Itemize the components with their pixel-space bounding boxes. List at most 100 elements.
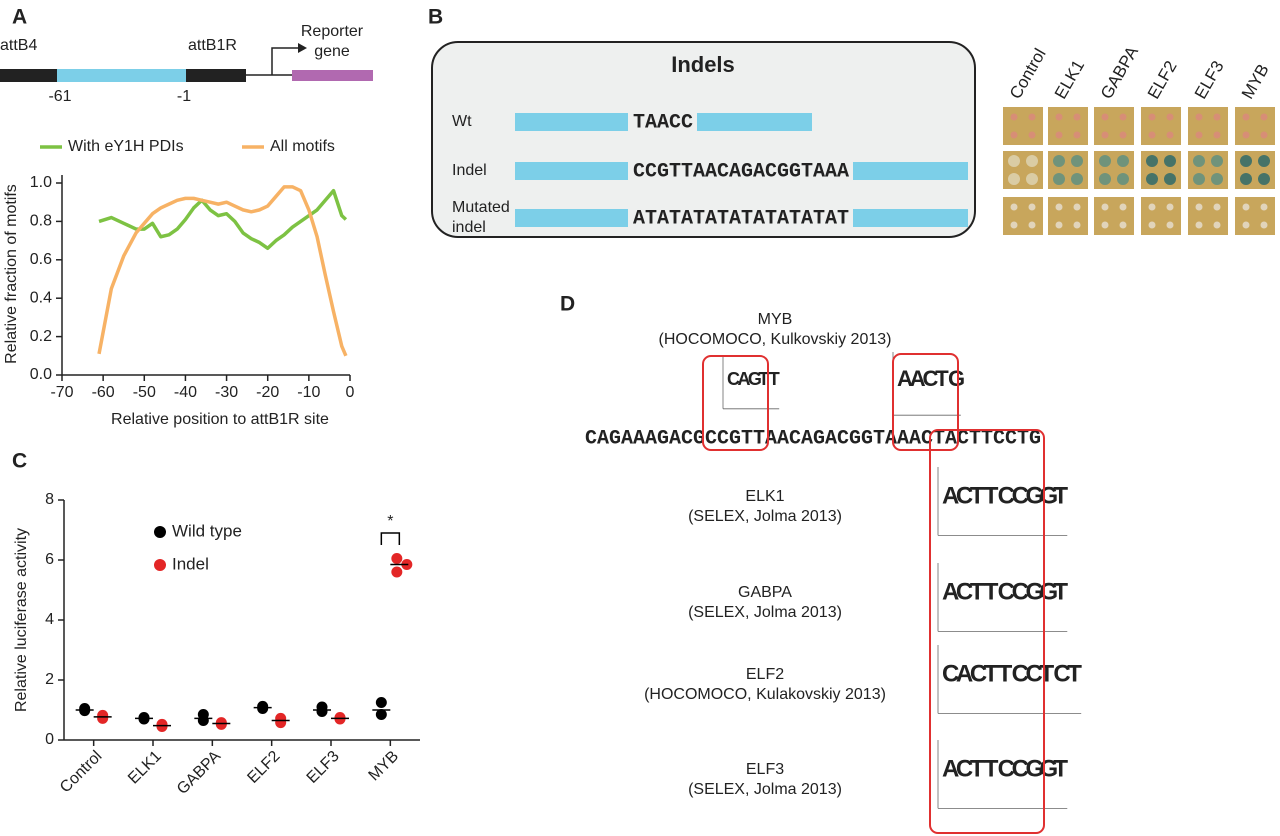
data-point: [275, 717, 287, 729]
yeast-spot: [1010, 203, 1018, 211]
data-point: [391, 566, 403, 578]
yeast-spot: [1148, 131, 1156, 139]
motif-source: (HOCOMOCO, Kulkovskiy 2013): [659, 331, 892, 348]
yeast-plate: [1048, 197, 1088, 235]
x-tick-label: Control: [57, 748, 106, 797]
yeast-spot: [1242, 203, 1250, 211]
x-tick-label: -40: [174, 384, 197, 401]
logo-letter: T: [970, 755, 985, 782]
motif-name: ELK1: [745, 488, 784, 505]
yeast-spot: [1026, 173, 1038, 185]
yeast-spot: [1119, 203, 1127, 211]
yeast-spot: [1008, 173, 1020, 185]
yeast-spot: [1166, 221, 1174, 229]
logo-letter: T: [758, 369, 769, 389]
yeast-spot: [1099, 173, 1111, 185]
reporter-block: [292, 70, 373, 81]
logo-letter: G: [748, 369, 762, 389]
row-sequence: TAACC: [633, 111, 693, 134]
yeast-spot: [1073, 203, 1081, 211]
yeast-spot: [1055, 221, 1063, 229]
yeast-spot: [1101, 131, 1109, 139]
yeast-spot: [1010, 221, 1018, 229]
yeast-spot: [1148, 113, 1156, 121]
motif-source: (SELEX, Jolma 2013): [688, 604, 842, 621]
y-tick-label: 0: [45, 731, 54, 748]
yeast-spot: [1195, 131, 1203, 139]
yeast-plate: [1141, 107, 1181, 145]
panel-letter: B: [428, 6, 443, 29]
logo-letter: A: [910, 366, 926, 391]
logo-letter: T: [1053, 578, 1068, 605]
yeast-spot: [1213, 131, 1221, 139]
x-tick-label: MYB: [366, 748, 403, 785]
yeast-spot: [1195, 203, 1203, 211]
logo-letter: C: [956, 755, 973, 782]
data-point: [156, 721, 168, 732]
yeast-spot: [1242, 113, 1250, 121]
y-tick-label: 0.8: [30, 213, 52, 230]
logo-letter: A: [942, 578, 959, 605]
column-label: ELK1: [1051, 57, 1088, 103]
attb4-block: [0, 69, 57, 82]
y-tick-label: 0.2: [30, 328, 52, 345]
legend-label: Indel: [172, 554, 209, 573]
yeast-spot: [1258, 173, 1270, 185]
y-tick-label: 8: [45, 491, 54, 508]
data-point: [257, 703, 269, 714]
data-point: [197, 715, 209, 726]
yeast-spot: [1148, 203, 1156, 211]
yeast-spot: [1195, 221, 1203, 229]
position-label: -61: [48, 88, 71, 105]
yeast-spot: [1073, 221, 1081, 229]
logo-letter: T: [1067, 660, 1082, 687]
x-tick-label: -50: [133, 384, 156, 401]
yeast-spot: [1028, 203, 1036, 211]
row-sequence: ATATATATATATATATAT: [633, 207, 849, 230]
yeast-spot: [1053, 155, 1065, 167]
construct-diagram: attB4 attB1R Reporter gene -61 -1: [0, 23, 373, 105]
yeast-spot: [1240, 173, 1252, 185]
promoter-block: [57, 69, 186, 82]
data-point: [316, 706, 328, 717]
yeast-spot: [1195, 113, 1203, 121]
x-tick-label: -10: [297, 384, 320, 401]
yeast-plate: [1188, 197, 1228, 235]
yeast-spot: [1071, 173, 1083, 185]
column-label: GABPA: [1097, 43, 1142, 103]
yeast-plate: [1094, 197, 1134, 235]
legend-dot: [154, 526, 166, 538]
legend-label: With eY1H PDIs: [68, 138, 184, 155]
legend-label: Wild type: [172, 521, 242, 540]
significance-bracket: [380, 532, 401, 545]
row-label: Wt: [452, 113, 472, 130]
yeast-spot: [1164, 155, 1176, 167]
y-tick-label: 4: [45, 611, 54, 628]
yeast-plate: [1003, 151, 1043, 189]
motif-source: (SELEX, Jolma 2013): [688, 781, 842, 798]
yeast-plate: [1141, 151, 1181, 189]
yeast-plate: [1188, 107, 1228, 145]
logo-letter: T: [984, 755, 999, 782]
series-line: [97, 185, 348, 357]
yeast-spot: [1055, 203, 1063, 211]
yeast-spot: [1166, 131, 1174, 139]
logo-letter: T: [1039, 660, 1054, 687]
logo-letter: T: [998, 660, 1013, 687]
legend-dot: [154, 559, 166, 571]
x-axis-title: Relative position to attB1R site: [111, 411, 329, 428]
x-tick-label: -30: [215, 384, 238, 401]
sequence-bar: [515, 162, 628, 180]
yeast-plate: [1003, 197, 1043, 235]
logo-letter: T: [984, 482, 999, 509]
genomic-sequence: CCGTTAACAGACGGTAAA: [705, 427, 921, 450]
y-tick-label: 2: [45, 671, 54, 688]
yeast-spot: [1119, 221, 1127, 229]
row-label: Mutated: [452, 199, 510, 216]
yeast-spot: [1213, 221, 1221, 229]
logo-letter: T: [935, 366, 949, 391]
logo-letter: C: [998, 482, 1015, 509]
x-tick-label: -70: [50, 384, 73, 401]
x-tick-label: ELF2: [244, 748, 283, 787]
logo-letter: A: [737, 369, 750, 389]
